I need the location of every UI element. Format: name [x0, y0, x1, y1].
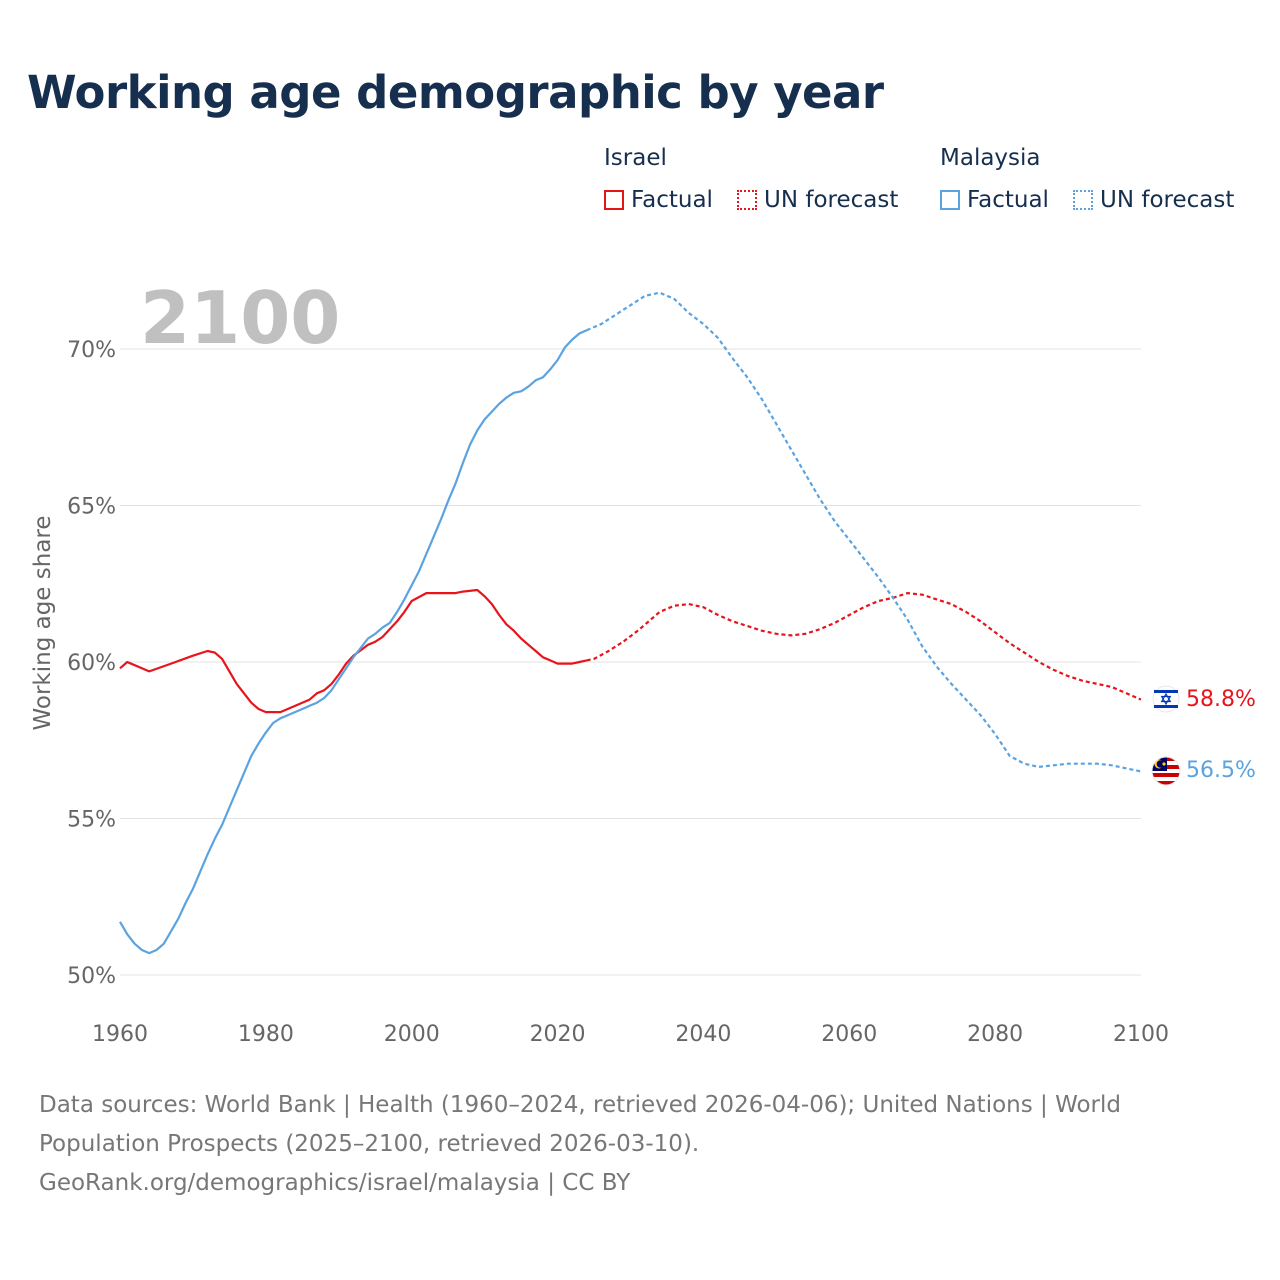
- y-tick-label: 70%: [67, 338, 116, 363]
- x-tick-label: 2060: [821, 1022, 877, 1047]
- x-tick-label: 2020: [530, 1022, 586, 1047]
- malaysia-factual-line[interactable]: [119, 329, 588, 955]
- legend-swatch-dotted-icon: [1073, 190, 1093, 210]
- x-tick-label: 2040: [675, 1022, 731, 1047]
- malaysia-forecast-line[interactable]: [586, 291, 1142, 773]
- footer-sources: Data sources: World Bank | Health (1960–…: [39, 1086, 1219, 1203]
- legend-item-israel-factual[interactable]: Factual: [604, 187, 713, 213]
- legend-swatch-solid-icon: [940, 190, 960, 210]
- year-watermark: 2100: [140, 276, 340, 360]
- legend-item-label: Factual: [967, 187, 1049, 213]
- legend-item-label: UN forecast: [764, 187, 899, 213]
- legend-item-malaysia-factual[interactable]: Factual: [940, 187, 1049, 213]
- malaysia-flag-icon: [1151, 756, 1181, 786]
- legend-group-israel: Israel Factual UN forecast: [604, 145, 924, 225]
- legend-item-malaysia-forecast[interactable]: UN forecast: [1073, 187, 1234, 213]
- x-tick-label: 1980: [238, 1022, 294, 1047]
- x-tick-label: 2000: [384, 1022, 440, 1047]
- y-axis-label: Working age share: [30, 515, 56, 730]
- x-axis-ticks: 1960 1980 2000 2020 2040 2060 2080 2100: [92, 1022, 1169, 1047]
- legend-country-label: Israel: [604, 145, 667, 171]
- y-tick-label: 55%: [67, 808, 116, 833]
- grid-layer: [120, 348, 1141, 976]
- line-chart: 2100 50% 55% 60% 65% 70% 1960 1980 2000 2020 204…: [30, 276, 1256, 1047]
- legend-item-label: Factual: [631, 187, 713, 213]
- footer-line: Population Prospects (2025–2100, retriev…: [39, 1131, 700, 1157]
- footer-line[interactable]: GeoRank.org/demographics/israel/malaysia…: [39, 1170, 631, 1196]
- malaysia-end-label: 56.5%: [1186, 758, 1256, 783]
- y-axis-ticks: 50% 55% 60% 65% 70%: [67, 338, 116, 989]
- x-tick-label: 1960: [92, 1022, 148, 1047]
- israel-factual-line[interactable]: [119, 588, 587, 714]
- chart-title: Working age demographic by year: [27, 66, 884, 119]
- y-tick-label: 50%: [67, 964, 116, 989]
- y-tick-label: 65%: [67, 495, 116, 520]
- y-tick-label: 60%: [67, 651, 116, 676]
- legend-item-label: UN forecast: [1100, 187, 1235, 213]
- israel-end-label: 58.8%: [1186, 687, 1256, 712]
- legend-country-label: Malaysia: [940, 145, 1041, 171]
- legend-swatch-dotted-icon: [737, 190, 757, 210]
- footer-line: Data sources: World Bank | Health (1960–…: [39, 1092, 1121, 1118]
- x-tick-label: 2100: [1113, 1022, 1169, 1047]
- series-layer: [119, 291, 1142, 955]
- x-tick-label: 2080: [967, 1022, 1023, 1047]
- legend-item-israel-forecast[interactable]: UN forecast: [737, 187, 898, 213]
- israel-forecast-line[interactable]: [586, 591, 1142, 701]
- legend-group-malaysia: Malaysia Factual UN forecast: [940, 145, 1260, 225]
- legend-swatch-solid-icon: [604, 190, 624, 210]
- israel-flag-icon: [1152, 685, 1180, 713]
- end-labels: 58.8% 56.5%: [1151, 685, 1256, 786]
